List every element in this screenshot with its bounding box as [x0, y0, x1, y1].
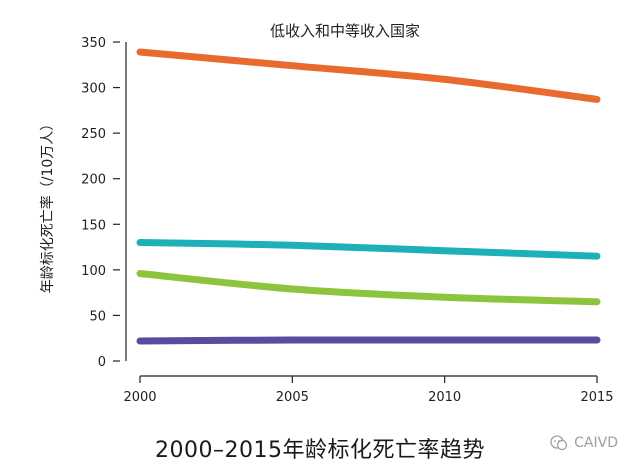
chart-caption: 2000–2015年龄标化死亡率趋势	[155, 438, 485, 463]
series-line-1	[136, 48, 601, 103]
y-tick-label: 350	[81, 36, 106, 51]
y-tick-label: 0	[98, 355, 106, 370]
watermark-text: CAIVD	[574, 435, 618, 451]
y-tick-label: 100	[81, 264, 106, 279]
watermark: CAIVD	[550, 434, 618, 452]
chart-title: 低收入和中等收入国家	[270, 22, 420, 40]
y-tick-label: 200	[81, 173, 106, 188]
x-tick-label: 2010	[428, 390, 461, 405]
x-tick-label: 2005	[276, 390, 309, 405]
y-tick-label: 300	[81, 82, 106, 97]
line-chart: 低收入和中等收入国家 年龄标化死亡率（/10万人） 0 50 100 150 200 25…	[39, 22, 614, 405]
x-tick-label: 2000	[123, 390, 156, 405]
series-line-4	[136, 336, 601, 345]
y-axis-label: 年龄标化死亡率（/10万人）	[39, 117, 56, 294]
series-group	[136, 48, 601, 345]
y-tick-label: 250	[81, 127, 106, 142]
axes: 0 50 100 150 200 250 300 350 2000 2005 2010 2015	[81, 36, 613, 405]
y-tick-label: 50	[89, 309, 106, 324]
series-line-3	[136, 270, 601, 306]
y-tick-label: 150	[81, 218, 106, 233]
wechat-icon	[550, 435, 568, 451]
series-line-2	[136, 239, 601, 260]
x-tick-label: 2015	[580, 390, 613, 405]
